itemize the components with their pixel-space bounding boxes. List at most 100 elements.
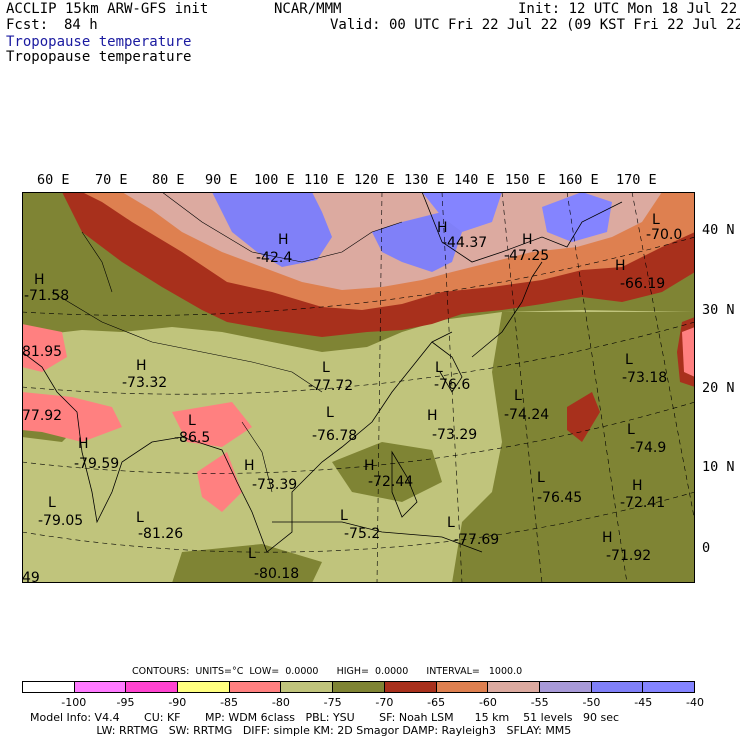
- field-blue-mongolia: [212, 192, 332, 267]
- extreme-mark: L: [537, 470, 545, 486]
- extreme-mark: L: [48, 495, 56, 511]
- colorbar-tick-label: -75: [323, 696, 342, 709]
- latitude-line-30: [22, 236, 695, 316]
- extreme-mark: H: [632, 478, 643, 494]
- field-title-blue: Tropopause temperature: [6, 34, 192, 50]
- extreme-value: -73.32: [122, 375, 167, 391]
- extreme-value: -72.44: [368, 474, 413, 490]
- border-line: [81, 231, 113, 293]
- contours-info: CONTOURS: UNITS=°C LOW= 0.0000 HIGH= 0.0…: [132, 666, 523, 677]
- lat-label: 10 N: [702, 459, 735, 475]
- extreme-mark: L: [435, 360, 443, 376]
- fcst-label: Fcst:: [6, 17, 49, 33]
- field-salmon-central: [172, 402, 252, 447]
- extreme-value: 77.92: [22, 408, 62, 424]
- latitude-line-20: [22, 321, 695, 395]
- longitude-line-150: [501, 192, 543, 583]
- colorbar-tick-label: -95: [116, 696, 135, 709]
- extreme-value: -70.0: [646, 227, 682, 243]
- extreme-mark: H: [602, 530, 613, 546]
- colorbar-swatch: [643, 682, 694, 692]
- latitude-line-10: [22, 401, 695, 474]
- extreme-mark: L: [514, 388, 522, 404]
- extreme-mark: H: [34, 272, 45, 288]
- coastline-borneo: [272, 521, 483, 553]
- extreme-mark: L: [326, 405, 334, 421]
- lon-label: 100 E: [254, 172, 295, 188]
- lon-label: 160 E: [558, 172, 599, 188]
- extreme-value: -74.24: [504, 407, 549, 423]
- colorbar-swatch: [384, 682, 437, 692]
- lon-label: 60 E: [37, 172, 70, 188]
- field-title: Tropopause temperature: [6, 49, 192, 65]
- model-info-line1: Model Info: V4.4 CU: KF MP: WDM 6class P…: [30, 711, 620, 724]
- colorbar-tick-label: -40: [686, 696, 704, 709]
- extreme-mark: L: [188, 413, 196, 429]
- coastline-se-asia: [181, 331, 453, 553]
- field-blue-manchuria: [372, 212, 462, 272]
- graticule: [22, 192, 695, 583]
- lat-label: 40 N: [702, 222, 735, 238]
- extreme-value: -72.41: [620, 495, 665, 511]
- extreme-mark: L: [248, 546, 256, 562]
- extreme-mark: H: [244, 458, 255, 474]
- lon-label: 130 E: [404, 172, 445, 188]
- extreme-mark: H: [615, 258, 626, 274]
- colorbar-tick-label: -65: [427, 696, 446, 709]
- borders: [51, 192, 403, 493]
- extreme-mark: H: [136, 358, 147, 374]
- extreme-mark: L: [447, 515, 455, 531]
- extreme-value: -71.58: [24, 288, 69, 304]
- extreme-value: -66.19: [620, 276, 665, 292]
- colorbar-swatch: [281, 682, 334, 692]
- extreme-value: -77.69: [454, 532, 499, 548]
- extreme-value: -86.5: [174, 430, 210, 446]
- colorbar-swatch: [436, 682, 489, 692]
- colorbar-swatch: [591, 682, 644, 692]
- field-dark-olive-scs: [332, 442, 442, 502]
- extreme-mark: H: [364, 458, 375, 474]
- extreme-value: 49: [22, 570, 40, 583]
- colorbar-tick-label: -70: [375, 696, 394, 709]
- center-label: NCAR/MMM: [274, 1, 342, 17]
- extreme-mark: H: [522, 232, 533, 248]
- longitude-line-130: [376, 192, 383, 583]
- lon-label: 140 E: [454, 172, 495, 188]
- border-line: [51, 291, 323, 393]
- extreme-mark: H: [78, 436, 89, 452]
- lon-label: 110 E: [304, 172, 345, 188]
- coastline-korea: [431, 341, 463, 393]
- extreme-value: -73.29: [432, 427, 477, 443]
- extreme-value: -47.25: [504, 248, 549, 264]
- extreme-value: -74.9: [630, 440, 666, 456]
- field-dark-olive-east: [452, 312, 695, 583]
- colorbar-tick-label: -50: [582, 696, 601, 709]
- tropopause-temperature-map: H -42.4 H -44.37 H -47.25 L -70.0 H -66.…: [22, 192, 695, 583]
- colorbar-swatch: [178, 682, 230, 692]
- colorbar-swatch: [539, 682, 592, 692]
- extreme-mark: L: [322, 360, 330, 376]
- longitude-line-170: [631, 192, 695, 523]
- colorbar-swatch: [126, 682, 179, 692]
- border-line: [241, 421, 273, 493]
- field-dark-olive-nw: [22, 247, 82, 312]
- colorbar: [22, 681, 695, 693]
- colorbar-swatch: [333, 682, 385, 692]
- extreme-mark: L: [625, 352, 633, 368]
- model-info-line2: LW: RRTMG SW: RRTMG DIFF: simple KM: 2D …: [30, 724, 572, 737]
- extreme-value: -81.26: [138, 526, 183, 542]
- extreme-value: -76.45: [537, 490, 582, 506]
- extreme-value: -71.92: [606, 548, 651, 564]
- extreme-value: -73.39: [252, 477, 297, 493]
- longitude-line-160: [566, 192, 628, 583]
- colorbar-tick-label: -90: [168, 696, 187, 709]
- lon-label: 80 E: [152, 172, 185, 188]
- colorbar-swatch: [23, 682, 75, 692]
- colorbar-swatch: [74, 682, 127, 692]
- valid-time: Valid: 00 UTC Fri 22 Jul 22 (09 KST Fri …: [330, 17, 740, 33]
- extreme-labels: H -42.4 H -44.37 H -47.25 L -70.0 H -66.…: [22, 212, 682, 583]
- field-brown-patch: [567, 392, 600, 442]
- colorbar-tick-label: -55: [530, 696, 549, 709]
- colorbar-swatch: [488, 682, 540, 692]
- coastline-india: [22, 351, 183, 524]
